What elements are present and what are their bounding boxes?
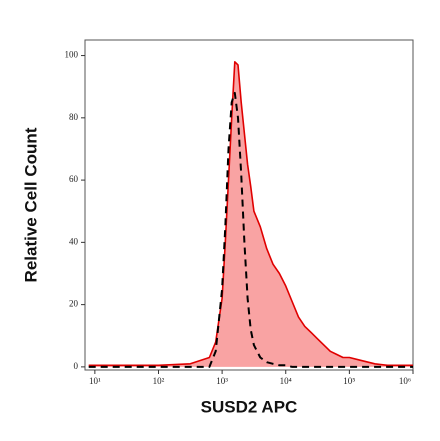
y-tick-label: 20 [69,299,79,309]
x-tick-label: 10² [153,376,165,386]
plot-frame [84,39,414,371]
x-tick-label: 10⁵ [343,376,355,386]
y-tick-label: 60 [69,174,79,184]
x-axis-title: SUSD2 APC [201,397,298,416]
x-tick-label: 10¹ [89,376,101,386]
y-tick-label: 80 [69,112,79,122]
y-axis-title: Relative Cell Count [21,127,40,282]
x-tick-label: 10⁶ [399,376,411,386]
y-tick-label: 100 [65,50,79,60]
histogram-area [88,61,414,367]
y-tick-label: 40 [69,236,79,246]
y-tick-label: 0 [74,361,79,371]
x-tick-label: 10⁴ [280,376,292,386]
x-tick-label: 10³ [216,376,228,386]
